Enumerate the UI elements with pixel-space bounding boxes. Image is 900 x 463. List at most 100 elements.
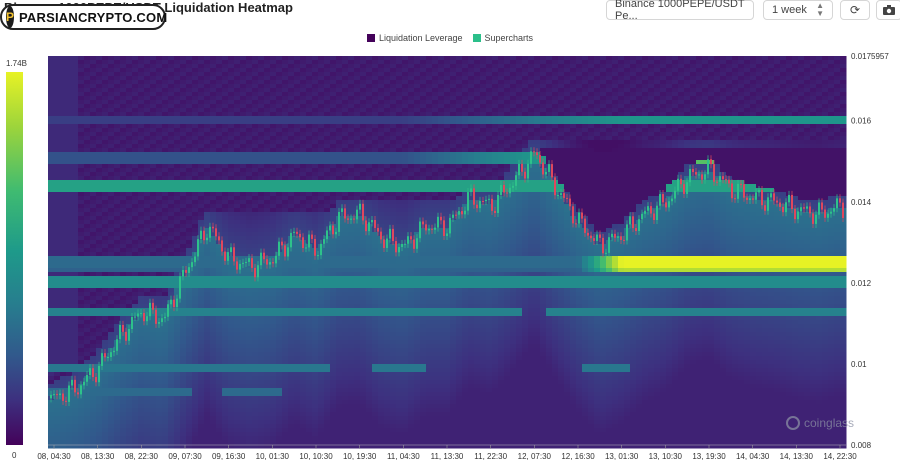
heatmap-cell xyxy=(144,356,151,361)
heatmap-cell xyxy=(162,172,169,177)
heatmap-cell xyxy=(150,96,157,101)
heatmap-cell xyxy=(342,412,349,417)
heatmap-cell xyxy=(54,268,61,273)
heatmap-cell xyxy=(204,408,211,413)
heatmap-cell xyxy=(108,396,115,401)
heatmap-cell xyxy=(150,144,157,149)
heatmap-cell xyxy=(216,156,223,161)
heatmap-cell xyxy=(162,304,169,309)
heatmap-cell xyxy=(246,344,253,349)
heatmap-cell xyxy=(198,92,205,97)
heatmap-cell xyxy=(60,232,67,237)
heatmap-cell xyxy=(162,96,169,101)
heatmap-cell xyxy=(114,172,121,177)
heatmap-cell xyxy=(306,388,313,393)
heatmap-cell xyxy=(150,332,157,337)
heatmap-cell xyxy=(246,96,253,101)
heatmap-cell xyxy=(204,140,211,145)
heatmap-cell xyxy=(60,376,67,381)
heatmap-cell xyxy=(282,428,289,433)
heatmap-cell xyxy=(342,164,349,169)
heatmap-cell xyxy=(300,124,307,129)
heatmap-cell xyxy=(312,156,319,161)
heatmap-cell xyxy=(282,356,289,361)
heatmap-cell xyxy=(132,136,139,141)
heatmap-cell xyxy=(132,348,139,353)
heatmap-cell xyxy=(288,320,295,325)
heatmap-cell xyxy=(294,212,301,217)
heatmap-cell xyxy=(168,252,175,257)
heatmap-cell xyxy=(210,256,217,261)
heatmap-cell xyxy=(294,384,301,389)
heatmap-cell xyxy=(300,324,307,329)
heatmap-cell xyxy=(270,444,277,449)
heatmap-cell xyxy=(138,176,145,181)
heatmap-cell xyxy=(216,120,223,125)
heatmap-cell xyxy=(96,180,103,185)
heatmap-cell xyxy=(252,304,259,309)
heatmap-cell xyxy=(192,124,199,129)
heatmap-cell xyxy=(174,176,181,181)
heatmap-cell xyxy=(234,176,241,181)
heatmap-cell xyxy=(348,60,355,65)
heatmap-cell xyxy=(108,408,115,413)
heatmap-cell xyxy=(216,264,223,269)
heatmap-cell xyxy=(306,216,313,221)
heatmap-cell xyxy=(120,272,127,277)
heatmap-cell xyxy=(186,120,193,125)
heatmap-cell xyxy=(126,132,133,137)
heatmap-cell xyxy=(126,112,133,117)
heatmap-cell xyxy=(60,324,67,329)
heatmap-cell xyxy=(318,60,325,65)
heatmap-cell xyxy=(300,152,307,157)
heatmap-cell xyxy=(138,292,145,297)
heatmap-cell xyxy=(306,144,313,149)
heatmap-cell xyxy=(300,336,307,341)
heatmap-cell xyxy=(288,308,295,313)
heatmap-cell xyxy=(168,256,175,261)
heatmap-cell xyxy=(84,392,91,397)
heatmap-cell xyxy=(84,388,91,393)
heatmap-cell xyxy=(216,100,223,105)
heatmap-cell xyxy=(84,120,91,125)
heatmap-cell xyxy=(162,292,169,297)
heatmap-cell xyxy=(300,196,307,201)
heatmap-cell xyxy=(102,264,109,269)
heatmap-cell xyxy=(162,224,169,229)
heatmap-cell xyxy=(294,252,301,257)
heatmap-cell xyxy=(282,188,289,193)
heatmap-cell xyxy=(48,108,55,113)
heatmap-cell xyxy=(78,196,85,201)
heatmap-cell xyxy=(294,60,301,65)
heatmap-cell xyxy=(54,80,61,85)
heatmap-cell xyxy=(144,176,151,181)
heatmap-cell xyxy=(210,288,217,293)
heatmap-cell xyxy=(168,380,175,385)
heatmap-cell xyxy=(180,428,187,433)
heatmap-cell xyxy=(264,120,271,125)
heatmap-cell xyxy=(318,184,325,189)
heatmap-cell xyxy=(192,224,199,229)
heatmap-cell xyxy=(258,276,265,281)
heatmap-cell xyxy=(318,396,325,401)
heatmap-cell xyxy=(174,312,181,317)
heatmap-cell xyxy=(186,60,193,65)
heatmap-cell xyxy=(48,144,55,149)
heatmap-cell xyxy=(48,252,55,257)
heatmap-cell xyxy=(264,64,271,69)
heatmap-cell xyxy=(246,236,253,241)
heatmap-cell xyxy=(258,432,265,437)
heatmap-cell xyxy=(144,392,151,397)
heatmap-cell xyxy=(204,72,211,77)
heatmap-cell xyxy=(84,96,91,101)
heatmap-cell xyxy=(114,220,121,225)
heatmap-cell xyxy=(102,104,109,109)
heatmap-cell xyxy=(186,236,193,241)
heatmap-cell xyxy=(48,300,55,305)
heatmap-cell xyxy=(204,124,211,129)
heatmap-cell xyxy=(156,156,163,161)
heatmap-cell xyxy=(258,148,265,153)
heatmap-cell xyxy=(342,192,349,197)
heatmap-cell xyxy=(174,172,181,177)
heatmap-cell xyxy=(234,236,241,241)
